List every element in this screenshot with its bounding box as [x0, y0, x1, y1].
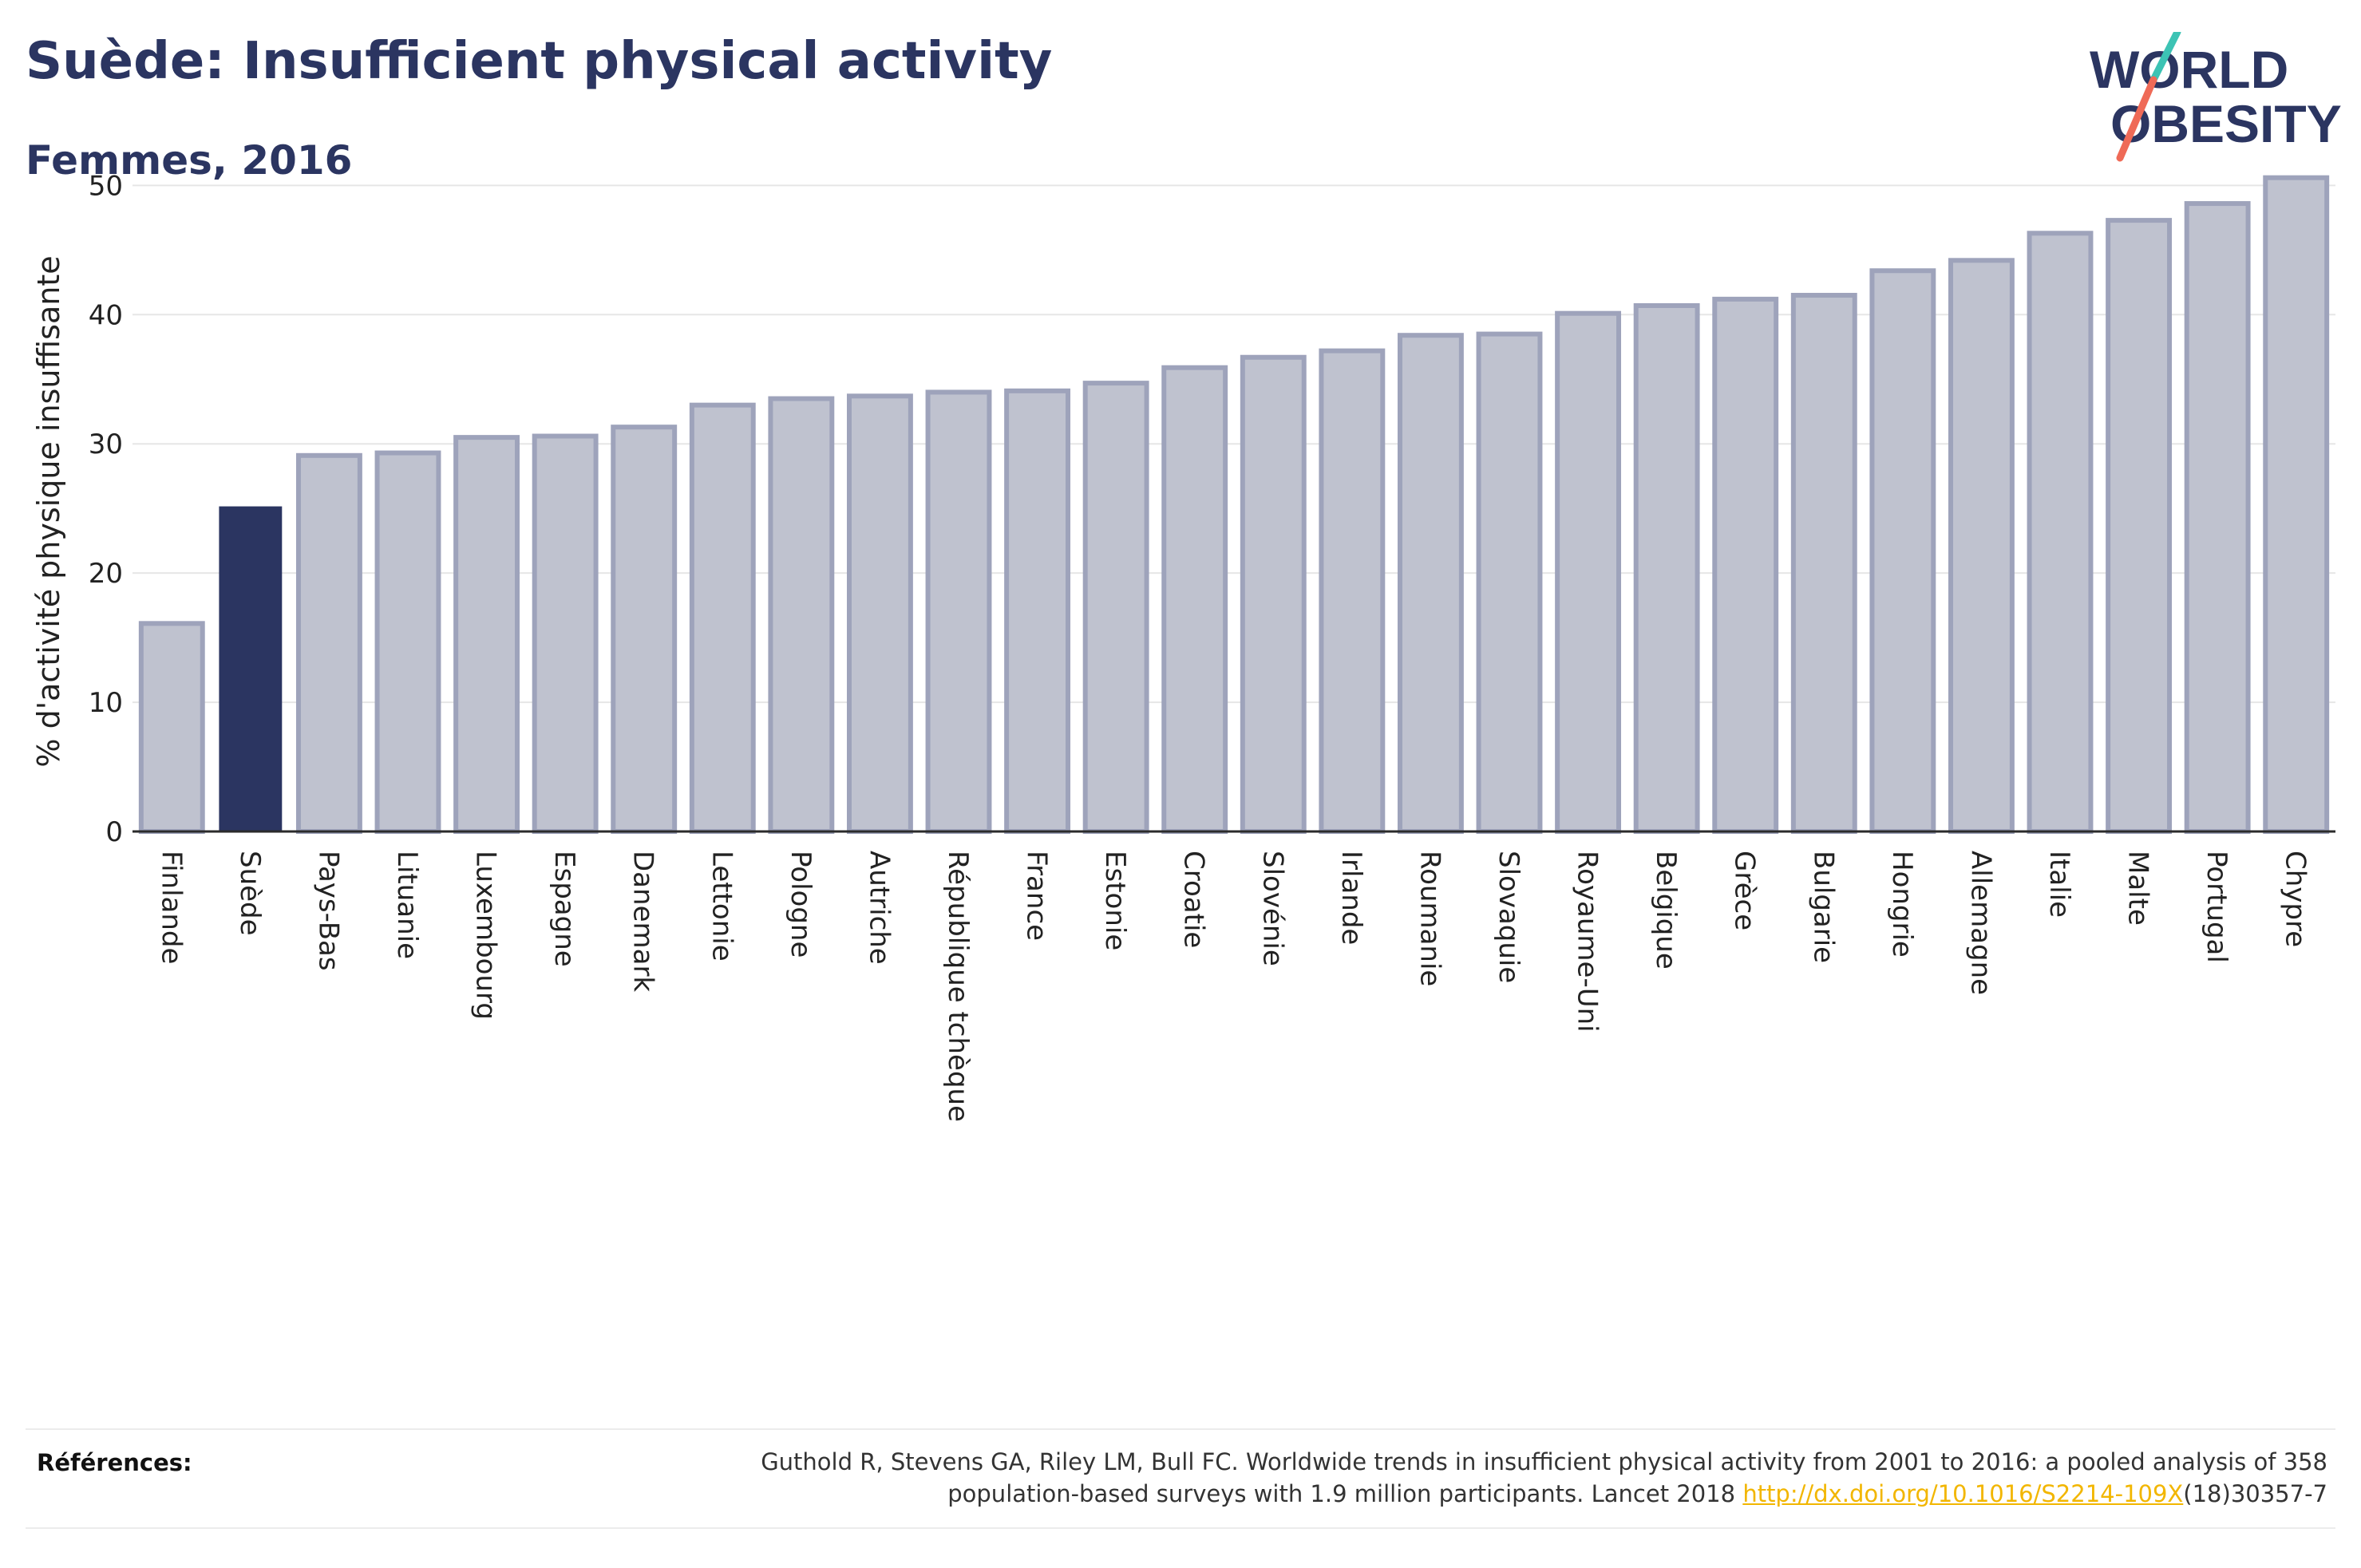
x-tick-label: Slovaquie — [1493, 851, 1525, 983]
x-tick-label: Luxembourg — [470, 851, 502, 1020]
bar-espagne — [532, 433, 599, 834]
world-obesity-logo: WORLD OBESITY — [2090, 32, 2342, 162]
x-tick-label: Malte — [2122, 851, 2154, 926]
bar-lettonie — [689, 402, 756, 834]
bar-bulgarie — [1790, 293, 1857, 834]
chart-title: Suède: Insufficient physical activity — [26, 32, 1053, 91]
bar-malte — [2106, 218, 2173, 835]
bar-r-publique-tch-que — [925, 389, 992, 834]
bar-chart: 0 10 20 30 40 50 % d'activité physique insuffi… — [31, 170, 2335, 1122]
x-tick-label: Pays-Bas — [312, 851, 344, 971]
bar-su-de — [219, 506, 283, 832]
x-tick-label: Danemark — [627, 851, 659, 992]
bar-slov-nie — [1240, 354, 1307, 834]
references-label: Références: — [37, 1449, 192, 1476]
logo-slash-bottom — [2116, 76, 2157, 162]
x-tick-label: Autriche — [863, 851, 895, 965]
references-section: Références: Guthold R, Stevens GA, Riley… — [26, 1428, 2335, 1529]
x-tick-label: Roumanie — [1414, 851, 1445, 986]
x-tick-label: Belgique — [1650, 851, 1682, 970]
y-tick-label: 10 — [89, 687, 123, 719]
x-tick-label: Finlande — [155, 851, 187, 964]
bar-royaume-uni — [1555, 310, 1622, 834]
bar-finlande — [138, 621, 205, 834]
x-tick-label: Lettonie — [706, 851, 738, 962]
x-tick-label: Hongrie — [1886, 851, 1918, 958]
x-tick-label: Bulgarie — [1807, 851, 1839, 963]
bar-danemark — [611, 425, 678, 835]
x-tick-label: Chypre — [2280, 851, 2312, 947]
x-tick-label: Estonie — [1099, 851, 1131, 950]
bar-chypre — [2263, 175, 2330, 834]
bar-croatie — [1161, 365, 1228, 834]
x-tick-label: Allemagne — [1964, 851, 1996, 995]
y-tick-label: 40 — [89, 299, 123, 331]
bar-irlande — [1319, 348, 1386, 834]
bar-hongrie — [1869, 268, 1936, 834]
bar-portugal — [2184, 201, 2251, 835]
x-tick-label: Grèce — [1729, 851, 1761, 930]
x-tick-label: Suède — [234, 851, 266, 936]
y-tick-label: 0 — [105, 816, 123, 848]
bar-roumanie — [1397, 333, 1464, 834]
doi-link[interactable]: http://dx.doi.org/10.1016/S2214-109X — [1742, 1480, 2184, 1507]
x-tick-label: République tchèque — [942, 851, 974, 1122]
chart-subtitle: Femmes, 2016 — [26, 137, 353, 184]
y-tick-label: 20 — [89, 558, 123, 590]
x-tick-label: Irlande — [1335, 851, 1367, 945]
bar-lituanie — [374, 450, 441, 834]
x-tick-label: Slovénie — [1256, 851, 1288, 966]
y-axis-title: % d'activité physique insuffisante — [31, 255, 66, 767]
bar-france — [1004, 388, 1071, 835]
bar-pologne — [768, 396, 835, 834]
bar-autriche — [846, 393, 913, 835]
bar-luxembourg — [453, 435, 520, 835]
references-line1: Guthold R, Stevens GA, Riley LM, Bull FC… — [761, 1448, 2327, 1475]
logo-text-obesity: OBESITY — [2110, 94, 2342, 153]
bar-estonie — [1082, 381, 1149, 834]
x-tick-label: Pologne — [785, 851, 817, 958]
x-tick-label: Lituanie — [391, 851, 423, 959]
bar-allemagne — [1948, 258, 2015, 834]
bar-italie — [2027, 231, 2094, 834]
bar-pays-bas — [295, 452, 362, 834]
x-tick-label: Royaume-Uni — [1572, 851, 1604, 1033]
x-tick-label: Croatie — [1178, 851, 1210, 948]
bar-belgique — [1633, 302, 1700, 834]
references-text: Guthold R, Stevens GA, Riley LM, Bull FC… — [492, 1446, 2327, 1510]
x-tick-label: Espagne — [548, 851, 580, 967]
x-tick-label: Italie — [2043, 851, 2075, 918]
x-tick-label: Portugal — [2201, 851, 2232, 963]
references-line2-end: (18)30357-7 — [2183, 1480, 2327, 1507]
bar-gr-ce — [1712, 296, 1779, 834]
y-tick-label: 50 — [89, 170, 123, 202]
logo-slash-top — [2149, 32, 2181, 84]
y-tick-label: 30 — [89, 429, 123, 460]
logo-text-world: WORLD — [2090, 40, 2288, 99]
bar-slovaquie — [1476, 331, 1543, 835]
references-line2: population-based surveys with 1.9 millio… — [947, 1480, 1743, 1507]
x-tick-label: France — [1021, 851, 1053, 941]
